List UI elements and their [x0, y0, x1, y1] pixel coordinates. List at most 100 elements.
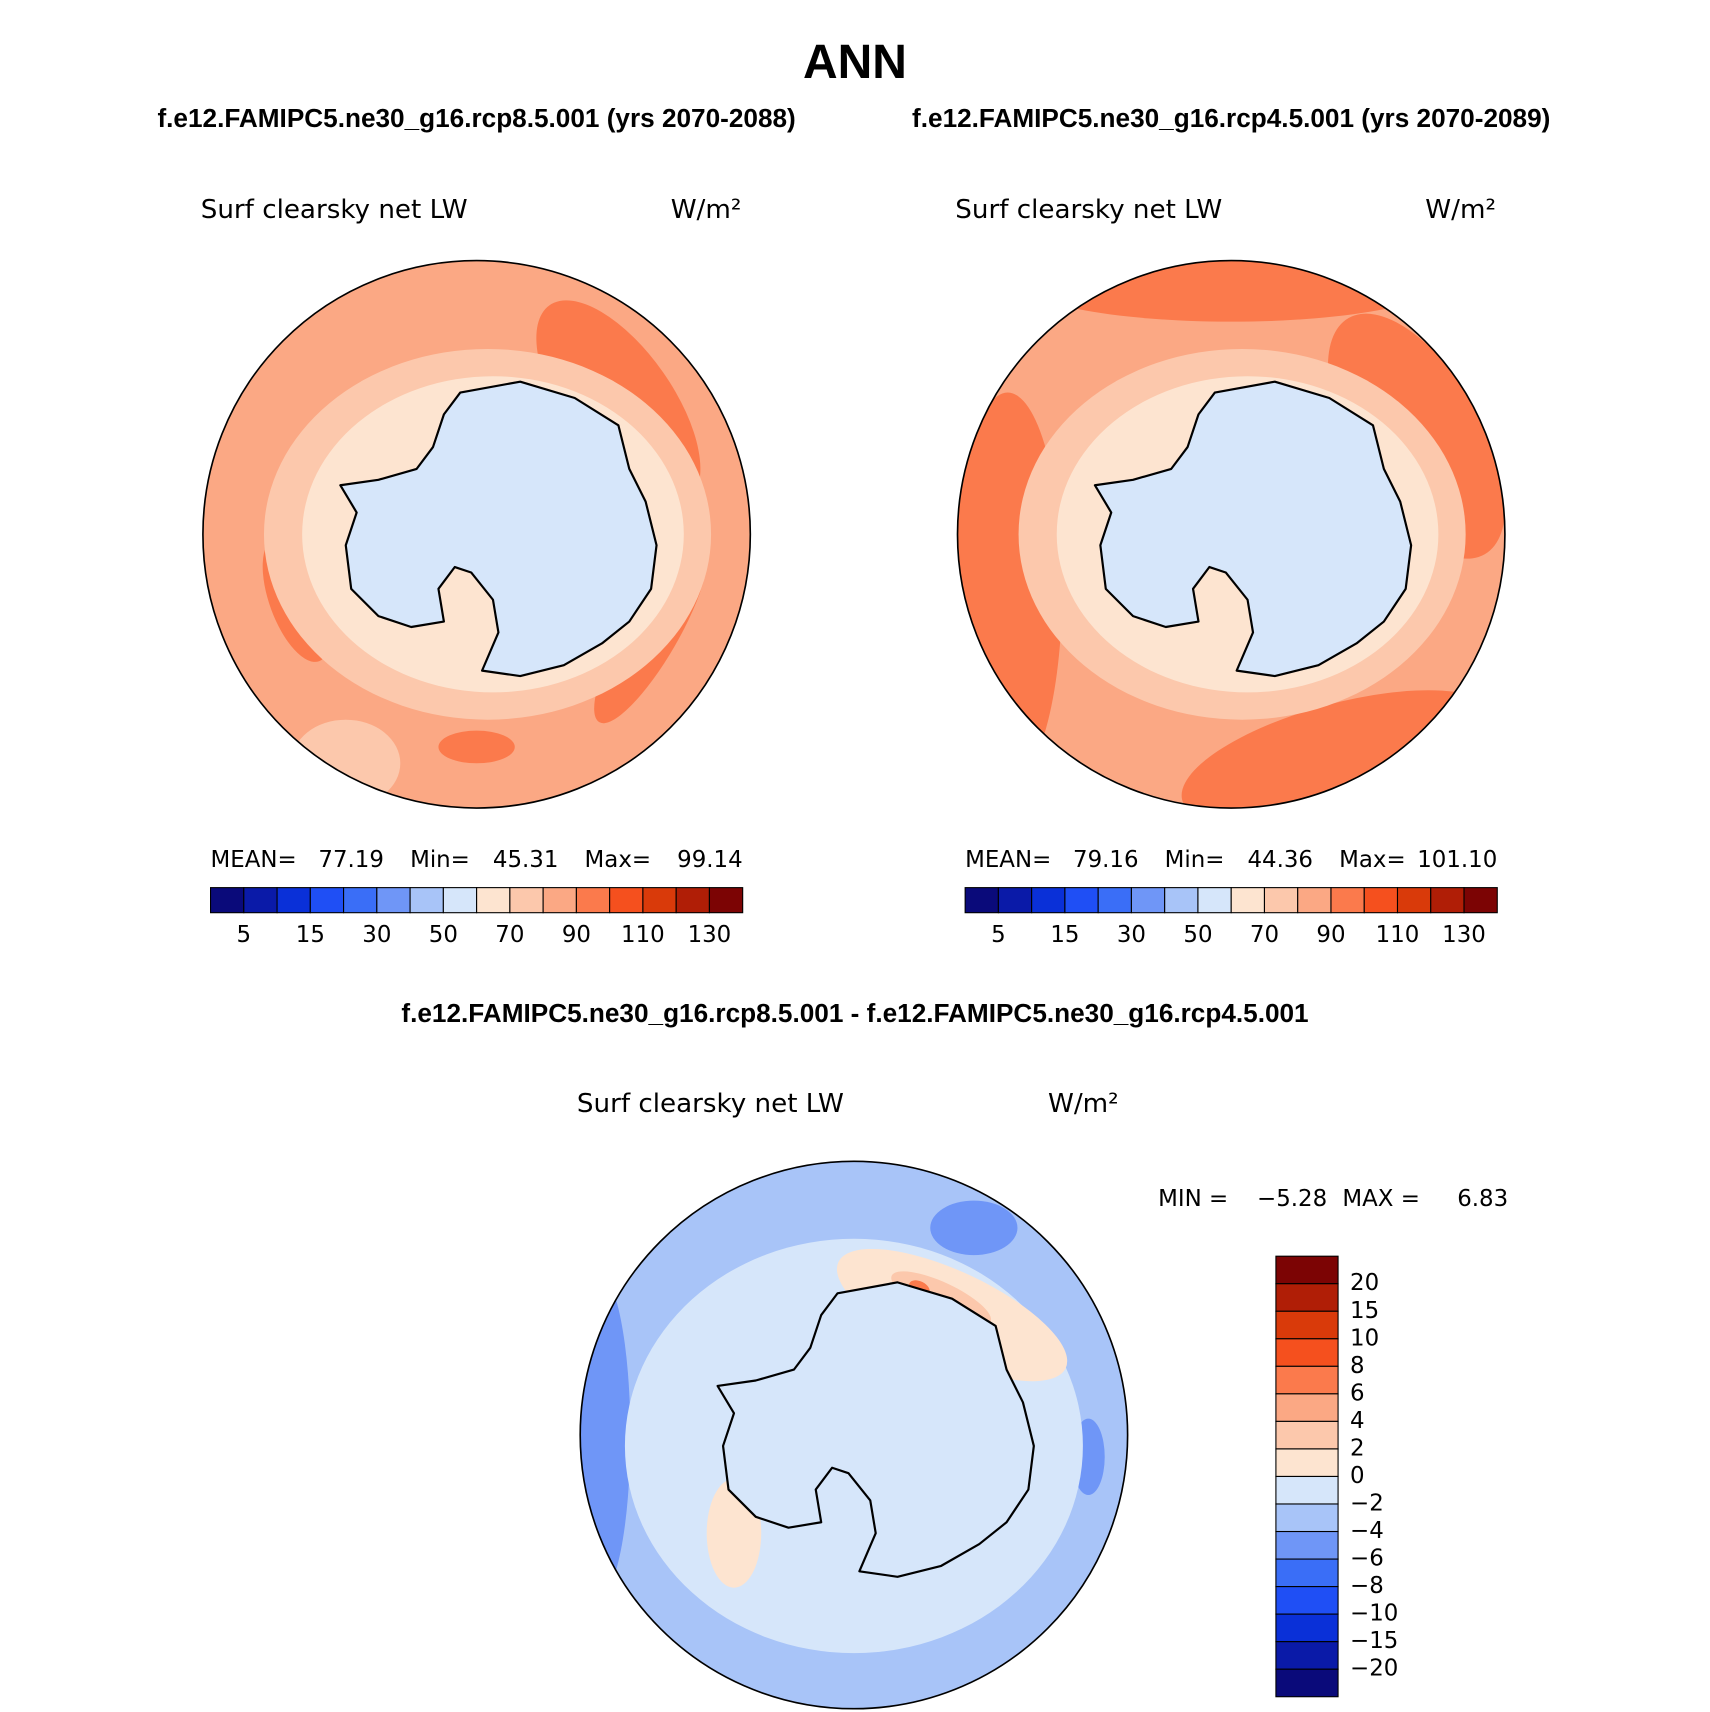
stat: 101.10	[1417, 847, 1497, 873]
colorbar-box	[1463, 887, 1498, 914]
colorbar-box	[1275, 1365, 1339, 1395]
stat: MAX =	[1342, 1186, 1420, 1212]
colorbar-label: 110	[621, 922, 665, 948]
colorbar-box	[476, 887, 511, 914]
colorbar-box	[210, 887, 245, 914]
colorbar-box	[1430, 887, 1465, 914]
colorbar-box	[343, 887, 378, 914]
colorbar-label: 5	[991, 922, 1006, 948]
colorbar-box	[1363, 887, 1399, 914]
colorbar-box	[1031, 887, 1066, 914]
colorbar-label: −2	[1350, 1490, 1384, 1516]
colorbar-label: 20	[1350, 1270, 1379, 1296]
colorbar-box	[542, 887, 577, 914]
colorbar-box	[1275, 1283, 1339, 1312]
colorbar-box	[1064, 887, 1099, 914]
colorbar-box	[1275, 1310, 1339, 1340]
map	[580, 1161, 1128, 1709]
colorbar-box	[1396, 887, 1432, 914]
colorbar-label: 50	[1183, 922, 1212, 948]
variable-label: Surf clearsky net LW	[955, 195, 1222, 225]
contour-region	[1181, 690, 1499, 809]
stat: 99.14	[677, 847, 743, 873]
contour-region	[580, 1271, 631, 1599]
stat: MIN =	[1158, 1186, 1228, 1212]
colorbar-box	[442, 887, 478, 914]
colorbar-box	[609, 887, 644, 914]
title: ANN	[803, 36, 907, 89]
colorbar-box	[1275, 1338, 1339, 1367]
contour-region	[1013, 260, 1450, 322]
colorbar-box	[1164, 887, 1199, 914]
colorbar-label: −15	[1350, 1628, 1398, 1654]
antarctica	[1093, 380, 1413, 678]
colorbar-box	[1275, 1530, 1339, 1560]
stat: −5.28	[1257, 1186, 1327, 1212]
variable-label: Surf clearsky net LW	[577, 1089, 844, 1119]
colorbar-box	[1197, 887, 1232, 914]
units: W/m²	[671, 195, 742, 225]
stat: 45.31	[493, 847, 559, 873]
colorbar-box	[964, 887, 999, 914]
colorbar-box	[409, 887, 444, 914]
stat: MEAN=	[211, 847, 297, 873]
contour-region	[438, 730, 515, 764]
colorbar-box	[1275, 1586, 1339, 1615]
map	[202, 260, 751, 809]
colorbar-label: 90	[1316, 922, 1345, 948]
colorbar-box	[1275, 1613, 1339, 1643]
colorbar-box	[1275, 1448, 1339, 1478]
colorbar-box	[1275, 1255, 1339, 1285]
colorbar-label: 4	[1350, 1408, 1365, 1434]
colorbar-box	[276, 887, 311, 914]
colorbar-label: −20	[1350, 1656, 1398, 1682]
stat: Max=	[1339, 847, 1405, 873]
stat: 6.83	[1457, 1186, 1508, 1212]
variable-label: Surf clearsky net LW	[201, 195, 468, 225]
colorbar-label: 110	[1376, 922, 1420, 948]
colorbar-box	[309, 887, 345, 914]
units: W/m²	[1425, 195, 1496, 225]
contour-region	[291, 719, 401, 807]
stat: 44.36	[1247, 847, 1313, 873]
colorbar-box	[708, 887, 744, 914]
colorbar-box	[1275, 1558, 1339, 1588]
colorbar-box	[509, 887, 544, 914]
colorbar-box	[1275, 1641, 1339, 1670]
colorbar-box	[1263, 887, 1299, 914]
stat: Min=	[410, 847, 470, 873]
colorbar-box	[376, 887, 411, 914]
map-border	[202, 259, 752, 809]
colorbar-label: 15	[296, 922, 325, 948]
colorbar-label: 90	[562, 922, 591, 948]
colorbar-label: 10	[1350, 1325, 1379, 1351]
colorbar-box	[575, 887, 611, 914]
colorbar-box	[1130, 887, 1166, 914]
colorbar-box	[675, 887, 710, 914]
colorbar-label: 15	[1050, 922, 1079, 948]
colorbar-box	[1097, 887, 1132, 914]
subtitle: f.e12.FAMIPC5.ne30_g16.rcp4.5.001 (yrs 2…	[912, 103, 1550, 133]
colorbar-label: 0	[1350, 1463, 1365, 1489]
stat: Min=	[1165, 847, 1225, 873]
stat: Max=	[585, 847, 651, 873]
colorbar-label: −4	[1350, 1518, 1384, 1544]
colorbar-label: −8	[1350, 1573, 1384, 1599]
colorbar-label: 5	[237, 922, 252, 948]
colorbar-box	[1230, 887, 1266, 914]
map-border	[579, 1160, 1129, 1710]
contour-region	[930, 1200, 1018, 1256]
subtitle: f.e12.FAMIPC5.ne30_g16.rcp8.5.001 (yrs 2…	[157, 103, 795, 133]
colorbar-label: 130	[1442, 922, 1486, 948]
colorbar-box	[1275, 1668, 1339, 1698]
colorbar-label: 8	[1350, 1353, 1365, 1379]
colorbar-label: 50	[429, 922, 458, 948]
map	[957, 260, 1505, 809]
antarctica	[339, 380, 658, 678]
colorbar-label: 70	[495, 922, 524, 948]
colorbar-label: 15	[1350, 1298, 1379, 1324]
colorbar-label: 70	[1250, 922, 1279, 948]
map-border	[956, 259, 1506, 809]
